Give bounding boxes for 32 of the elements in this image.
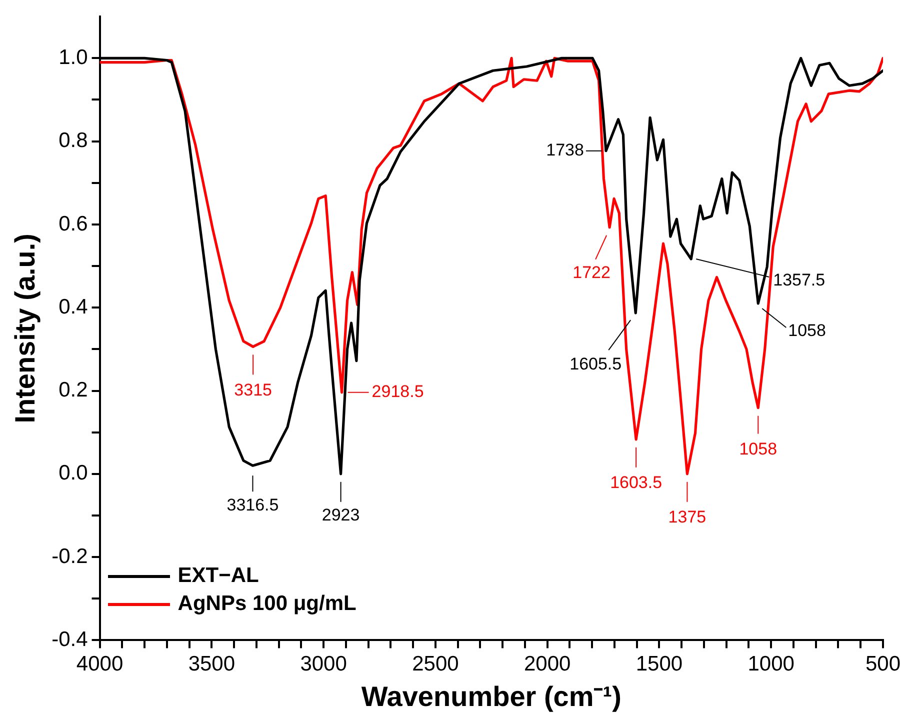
x-tick-label: 1000 <box>748 652 794 676</box>
x-tick-label: 3000 <box>300 652 347 676</box>
x-tick-label: 1500 <box>636 652 683 676</box>
y-tick-label: 0.6 <box>58 212 88 236</box>
x-tick-label: 4000 <box>76 652 124 676</box>
y-tick-label: 0.0 <box>58 462 88 485</box>
y-tick-label: -0.2 <box>52 544 88 568</box>
x-tick-label: 500 <box>865 652 901 676</box>
y-axis-title: Intensity (a.u.) <box>10 234 41 424</box>
annotation: 3316.5 <box>226 495 279 514</box>
legend-label: EXT−AL <box>178 564 259 588</box>
annotation: 2918.5 <box>372 382 424 402</box>
annotation: 1375 <box>668 508 706 527</box>
annotation: 1058 <box>739 439 778 458</box>
annotation: 1603.5 <box>610 473 662 492</box>
legend-label: AgNPs 100 μg/mL <box>178 592 356 616</box>
annotation: 1722 <box>572 263 610 282</box>
annotation: 1058 <box>788 321 826 340</box>
annotation: 1357.5 <box>773 270 826 290</box>
x-axis-title: Wavenumber (cm⁻¹) <box>361 680 622 712</box>
y-tick-label: 0.8 <box>58 129 88 152</box>
y-tick-label: -0.4 <box>52 628 88 651</box>
annotation: 3315 <box>234 380 272 400</box>
annotation: 1605.5 <box>570 354 622 374</box>
x-tick-label: 3500 <box>188 652 236 676</box>
x-tick-label: 2000 <box>524 652 571 676</box>
y-tick-label: 1.0 <box>58 46 88 69</box>
annotation: 1738 <box>546 140 584 160</box>
annotation: 2923 <box>322 506 360 525</box>
y-tick-label: 0.4 <box>58 295 88 318</box>
x-tick-label: 2500 <box>412 652 459 676</box>
y-tick-label: 0.2 <box>58 378 88 402</box>
